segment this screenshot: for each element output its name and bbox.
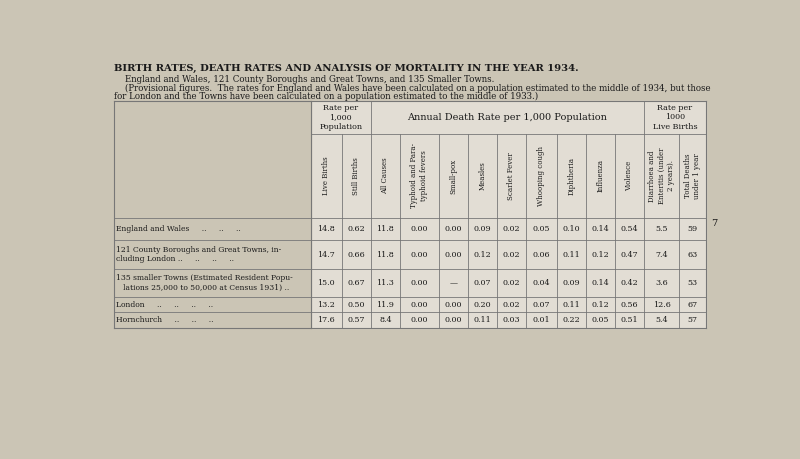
Text: 0.11: 0.11 xyxy=(474,316,491,324)
Text: 11.8: 11.8 xyxy=(377,251,394,258)
Text: Influenza: Influenza xyxy=(597,159,605,192)
Text: 121 County Boroughs and Great Towns, in-
cluding London ..   ..   ..   ..: 121 County Boroughs and Great Towns, in-… xyxy=(115,246,281,263)
Text: 67: 67 xyxy=(687,301,698,308)
Text: 0.22: 0.22 xyxy=(562,316,580,324)
Text: Total Deaths
under 1 year: Total Deaths under 1 year xyxy=(683,153,702,199)
Text: 0.02: 0.02 xyxy=(502,301,520,308)
Text: 8.4: 8.4 xyxy=(379,316,392,324)
Text: 0.07: 0.07 xyxy=(474,279,491,287)
Text: 0.02: 0.02 xyxy=(502,279,520,287)
Text: London   ..   ..   ..   ..: London .. .. .. .. xyxy=(115,301,213,308)
Text: 0.50: 0.50 xyxy=(347,301,365,308)
Text: 0.07: 0.07 xyxy=(533,301,550,308)
Text: 57: 57 xyxy=(687,316,698,324)
Text: (Provisional figures.  The rates for England and Wales have been calculated on a: (Provisional figures. The rates for Engl… xyxy=(114,84,710,93)
Text: 0.05: 0.05 xyxy=(592,316,610,324)
Text: 7.4: 7.4 xyxy=(655,251,668,258)
Text: 11.9: 11.9 xyxy=(377,301,394,308)
Text: Still Births: Still Births xyxy=(352,157,360,195)
Text: 11.3: 11.3 xyxy=(377,279,394,287)
Text: 15.0: 15.0 xyxy=(318,279,335,287)
Text: 17.6: 17.6 xyxy=(318,316,335,324)
Polygon shape xyxy=(310,101,706,328)
Text: 0.54: 0.54 xyxy=(621,225,638,233)
Text: 0.11: 0.11 xyxy=(562,301,580,308)
Text: 0.01: 0.01 xyxy=(533,316,550,324)
Text: 5.4: 5.4 xyxy=(655,316,668,324)
Text: 0.12: 0.12 xyxy=(474,251,491,258)
Text: 0.67: 0.67 xyxy=(347,279,365,287)
Text: 135 smaller Towns (Estimated Resident Popu-
   lations 25,000 to 50,000 at Censu: 135 smaller Towns (Estimated Resident Po… xyxy=(115,274,292,291)
Text: 0.02: 0.02 xyxy=(502,225,520,233)
Text: 0.20: 0.20 xyxy=(474,301,491,308)
Text: England and Wales   ..   ..   ..: England and Wales .. .. .. xyxy=(115,225,240,233)
Text: 0.12: 0.12 xyxy=(591,251,610,258)
Text: 0.00: 0.00 xyxy=(445,301,462,308)
Text: Diphtheria: Diphtheria xyxy=(567,157,575,195)
Text: 0.66: 0.66 xyxy=(347,251,366,258)
Polygon shape xyxy=(114,101,310,328)
Text: Rate per
1,000
Population: Rate per 1,000 Population xyxy=(319,104,362,131)
Text: Diarrhoea and
Enteritis (under
2 years).: Diarrhoea and Enteritis (under 2 years). xyxy=(648,148,675,204)
Text: 63: 63 xyxy=(687,251,698,258)
Text: 0.00: 0.00 xyxy=(410,279,428,287)
Text: 0.00: 0.00 xyxy=(410,301,428,308)
Text: BIRTH RATES, DEATH RATES AND ANALYSIS OF MORTALITY IN THE YEAR 1934.: BIRTH RATES, DEATH RATES AND ANALYSIS OF… xyxy=(114,64,578,73)
Text: 0.04: 0.04 xyxy=(533,279,550,287)
Text: 0.42: 0.42 xyxy=(621,279,638,287)
Text: 59: 59 xyxy=(687,225,698,233)
Text: Whooping cough: Whooping cough xyxy=(538,146,546,206)
Text: 0.47: 0.47 xyxy=(621,251,638,258)
Text: 7: 7 xyxy=(710,219,717,228)
Text: Small-pox: Small-pox xyxy=(450,158,458,194)
Text: 14.7: 14.7 xyxy=(318,251,335,258)
Text: 0.00: 0.00 xyxy=(410,251,428,258)
Text: Measles: Measles xyxy=(478,162,486,190)
Text: 11.8: 11.8 xyxy=(377,225,394,233)
Text: 0.12: 0.12 xyxy=(591,301,610,308)
Text: 0.51: 0.51 xyxy=(621,316,638,324)
Text: 0.14: 0.14 xyxy=(591,279,610,287)
Text: 3.6: 3.6 xyxy=(655,279,668,287)
Text: 0.10: 0.10 xyxy=(562,225,580,233)
Text: 0.56: 0.56 xyxy=(621,301,638,308)
Text: 5.5: 5.5 xyxy=(655,225,668,233)
Text: 14.8: 14.8 xyxy=(318,225,335,233)
Text: 0.00: 0.00 xyxy=(445,225,462,233)
Text: Scarlet Fever: Scarlet Fever xyxy=(507,152,515,200)
Text: Annual Death Rate per 1,000 Population: Annual Death Rate per 1,000 Population xyxy=(407,113,607,122)
Text: for London and the Towns have been calculated on a population estimated to the m: for London and the Towns have been calcu… xyxy=(114,92,538,101)
Text: 0.11: 0.11 xyxy=(562,251,580,258)
Text: 0.62: 0.62 xyxy=(347,225,366,233)
Text: 0.00: 0.00 xyxy=(410,316,428,324)
Text: 0.14: 0.14 xyxy=(591,225,610,233)
Text: Rate per
1000
Live Births: Rate per 1000 Live Births xyxy=(653,104,698,131)
Text: Live Births: Live Births xyxy=(322,157,330,195)
Text: 0.05: 0.05 xyxy=(533,225,550,233)
Text: All Causes: All Causes xyxy=(382,157,390,194)
Text: England and Wales, 121 County Boroughs and Great Towns, and 135 Smaller Towns.: England and Wales, 121 County Boroughs a… xyxy=(114,75,494,84)
Text: Violence: Violence xyxy=(626,161,634,191)
Text: 0.57: 0.57 xyxy=(347,316,365,324)
Text: 0.06: 0.06 xyxy=(533,251,550,258)
Text: 53: 53 xyxy=(687,279,698,287)
Text: 0.00: 0.00 xyxy=(445,251,462,258)
Text: 0.00: 0.00 xyxy=(410,225,428,233)
Text: 0.02: 0.02 xyxy=(502,251,520,258)
Text: 0.03: 0.03 xyxy=(502,316,520,324)
Text: 0.09: 0.09 xyxy=(562,279,580,287)
Text: —: — xyxy=(450,279,458,287)
Text: Typhoid and Para-
typhoid fevers: Typhoid and Para- typhoid fevers xyxy=(410,144,428,208)
Text: 0.00: 0.00 xyxy=(445,316,462,324)
Text: Hornchurch   ..   ..   ..: Hornchurch .. .. .. xyxy=(115,316,213,324)
Text: 12.6: 12.6 xyxy=(653,301,670,308)
Text: 13.2: 13.2 xyxy=(318,301,335,308)
Text: 0.09: 0.09 xyxy=(474,225,491,233)
